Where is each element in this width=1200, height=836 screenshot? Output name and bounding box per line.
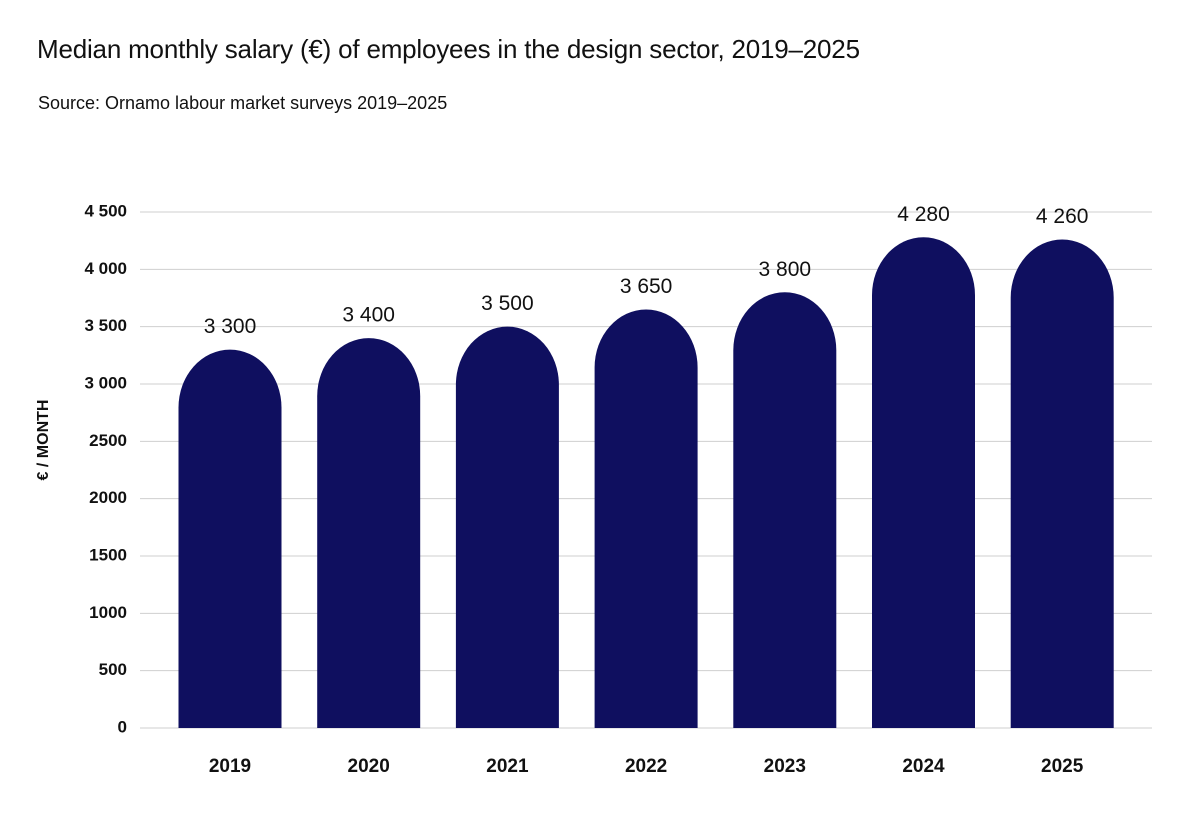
x-category-2023: 2023	[764, 756, 806, 777]
y-tick-label: 0	[118, 717, 127, 736]
data-label-2021: 3 500	[481, 292, 534, 315]
y-tick-label: 2500	[89, 431, 127, 450]
y-axis-title: € / MONTH	[35, 400, 52, 481]
bar-2019	[178, 349, 282, 728]
x-category-2021: 2021	[486, 756, 529, 777]
data-label-2019: 3 300	[204, 315, 257, 338]
bar-2023	[733, 292, 837, 728]
x-category-2020: 2020	[348, 756, 390, 777]
y-axis-ticks: 0 500 1000 1500 2000 2500 3 000 3 500 4 000 4 500	[84, 201, 127, 736]
data-label-2024: 4 280	[897, 203, 950, 226]
y-tick-label: 4 000	[84, 259, 127, 278]
y-tick-label: 3 000	[84, 373, 127, 392]
data-label-2025: 4 260	[1036, 205, 1089, 228]
data-label-2023: 3 800	[759, 258, 812, 281]
y-tick-label: 2000	[89, 488, 127, 507]
data-labels: 3 300 3 400 3 500 3 650 3 800 4 280 4 260	[204, 203, 1089, 338]
chart-title: Median monthly salary (€) of employees i…	[37, 34, 860, 64]
bar-2024	[872, 237, 975, 728]
bar-2020	[317, 338, 421, 728]
y-tick-label: 1000	[89, 603, 127, 622]
x-category-2025: 2025	[1041, 756, 1084, 777]
chart-subtitle: Source: Ornamo labour market surveys 201…	[38, 93, 448, 113]
x-category-2022: 2022	[625, 756, 667, 777]
bar-2025	[1010, 239, 1114, 728]
bar-2022	[594, 309, 698, 728]
data-label-2022: 3 650	[620, 275, 673, 298]
y-tick-label: 1500	[89, 545, 127, 564]
x-axis-categories: 2019 2020 2021 2022 2023 2024 2025	[209, 756, 1084, 777]
y-tick-label: 3 500	[84, 316, 127, 335]
data-label-2020: 3 400	[342, 304, 395, 327]
y-tick-label: 4 500	[84, 201, 127, 220]
x-category-2024: 2024	[902, 756, 945, 777]
y-tick-label: 500	[99, 660, 127, 679]
bars	[178, 237, 1114, 728]
bar-2021	[455, 326, 559, 728]
x-category-2019: 2019	[209, 756, 251, 777]
